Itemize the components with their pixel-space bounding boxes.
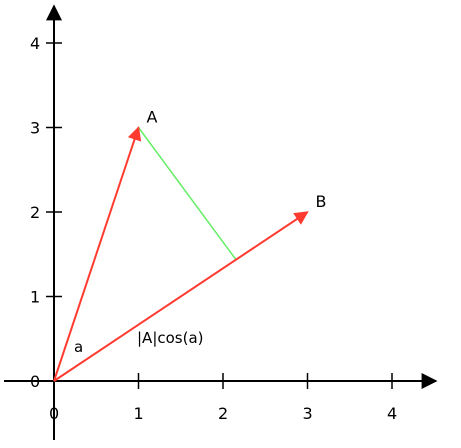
vector-a-label: A [147,108,158,127]
x-tick-label: 0 [49,404,59,423]
x-tick-label: 3 [303,404,313,423]
x-tick-label: 1 [134,404,144,423]
x-tick-label: 2 [218,404,228,423]
angle-label: a [74,338,83,356]
projection-length-label: |A|cos(a) [137,329,204,347]
vector-b-arrow [53,211,309,382]
projection-line [137,127,237,261]
vector-a-arrow [53,126,142,382]
vector-b-label: B [316,192,327,211]
y-axis-ticks: 0 1 2 3 4 [30,34,62,391]
y-tick-label: 2 [30,203,40,222]
y-tick-label: 4 [30,34,40,53]
x-tick-label: 4 [387,404,397,423]
y-tick-label: 1 [30,288,40,307]
x-axis-ticks: 0 1 2 3 4 [49,373,397,423]
y-tick-label: 0 [30,372,40,391]
y-tick-label: 3 [30,119,40,138]
